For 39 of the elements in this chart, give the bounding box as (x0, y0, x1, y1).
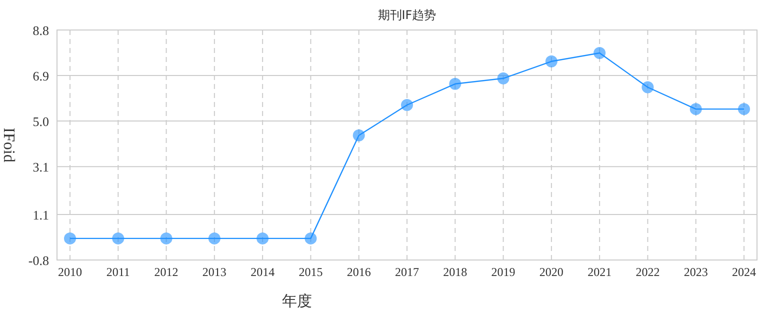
y-axis-title: IFoid (0, 128, 17, 162)
point (64, 232, 76, 244)
y-tick-label: 8.8 (32, 23, 49, 38)
y-tick-label: 5.0 (32, 114, 49, 130)
x-tick-label: 2023 (684, 265, 708, 279)
x-tick-label: 2022 (636, 265, 660, 279)
y-tick-label: 1.1 (32, 207, 49, 222)
y-tick-label: 6.9 (32, 68, 49, 84)
x-tick-label: 2012 (154, 265, 178, 279)
x-tick-label: 2010 (58, 265, 82, 279)
point (208, 232, 220, 244)
point (304, 232, 317, 244)
chart-title: 期刊IF趋势 (378, 8, 436, 22)
x-tick-label: 2024 (732, 265, 756, 279)
x-tick-label: 2017 (395, 265, 419, 279)
point (160, 232, 172, 244)
y-tick-label: 3.1 (32, 160, 49, 175)
point (690, 103, 702, 116)
point (594, 47, 606, 59)
point (738, 103, 750, 116)
x-tick-label: 2019 (491, 265, 516, 279)
x-tick-label: 2016 (346, 265, 371, 279)
x-axis-title: 年度 (282, 292, 312, 310)
x-tick-label: 2015 (298, 265, 323, 279)
x-tick-label: 2021 (588, 265, 612, 279)
point (352, 129, 365, 142)
x-tick-label: 2013 (202, 265, 226, 279)
x-tick-label: 2018 (443, 265, 468, 279)
point (256, 232, 269, 244)
point (401, 98, 413, 111)
x-tick-label: 2014 (250, 265, 275, 279)
point (112, 232, 124, 244)
point (497, 72, 510, 84)
x-tick-label: 2020 (539, 265, 564, 279)
y-tick-label: -0.8 (28, 253, 49, 268)
point (545, 55, 558, 68)
x-tick-label: 2011 (106, 265, 130, 279)
point (642, 81, 654, 94)
point (449, 78, 462, 90)
